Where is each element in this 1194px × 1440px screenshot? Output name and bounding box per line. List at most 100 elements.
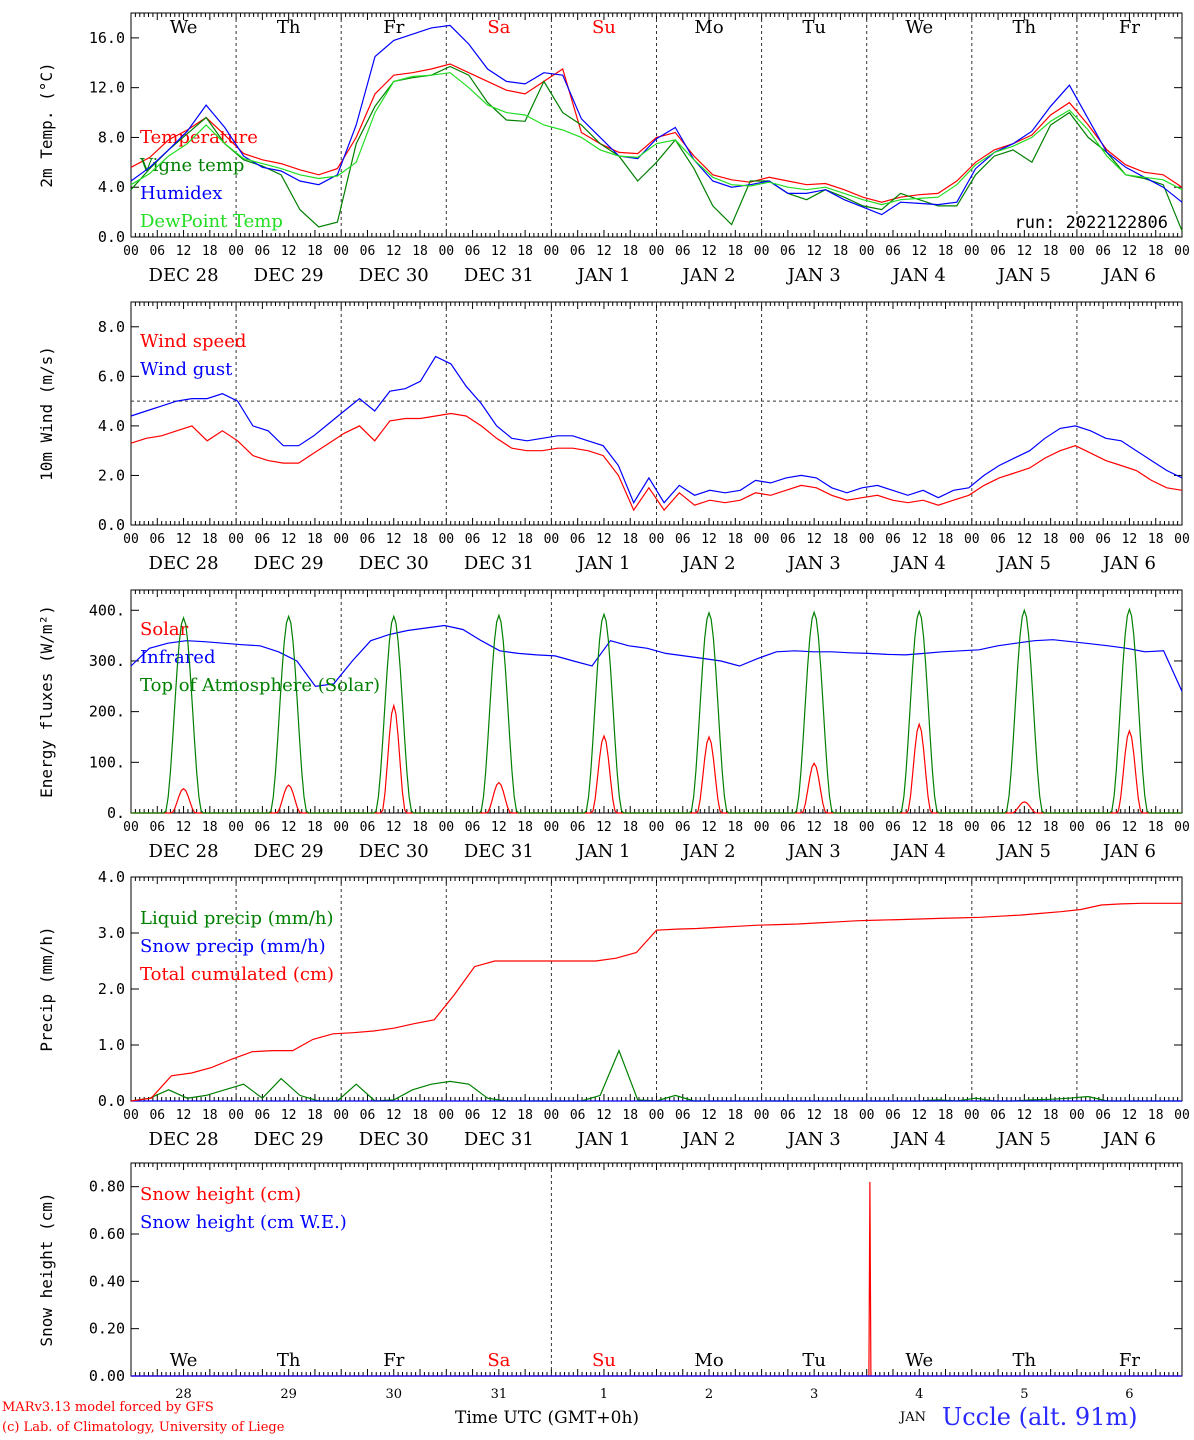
hour-tick-label: 18 <box>833 244 849 259</box>
y-tick-label: 0.60 <box>89 1225 125 1243</box>
weekday-label: Fr <box>1119 17 1140 38</box>
legend-entry: Wind speed <box>140 331 246 352</box>
hour-tick-label: 12 <box>1017 532 1033 547</box>
hour-tick-label: 00 <box>123 244 139 259</box>
hour-tick-label: 00 <box>754 244 770 259</box>
x-axis-label: Time UTC (GMT+0h) <box>455 1408 640 1428</box>
date-label: DEC 30 <box>359 841 429 862</box>
date-label: JAN 4 <box>891 1129 946 1150</box>
date-label: DEC 28 <box>149 841 219 862</box>
date-label: JAN 6 <box>1101 1129 1156 1150</box>
weekday-label: Fr <box>383 1350 404 1371</box>
hour-tick-label: 00 <box>1069 532 1085 547</box>
hour-tick-label: 06 <box>990 1108 1006 1123</box>
hour-tick-label: 12 <box>491 1108 507 1123</box>
legend-entry: Humidex <box>140 183 222 204</box>
hour-tick-label: 12 <box>386 244 402 259</box>
hour-tick-label: 00 <box>649 820 665 835</box>
date-label: DEC 28 <box>149 1129 219 1150</box>
date-label: JAN 6 <box>1101 265 1156 286</box>
weekday-label: We <box>905 1350 933 1371</box>
hour-tick-label: 12 <box>1122 1108 1138 1123</box>
date-label: JAN 5 <box>996 265 1051 286</box>
day-number-label: 29 <box>280 1387 297 1402</box>
legend-entry: Temperature <box>140 127 258 148</box>
y-tick-label: 0.40 <box>89 1272 125 1290</box>
date-label: JAN 1 <box>575 553 630 574</box>
date-label: JAN 4 <box>891 553 946 574</box>
date-label: JAN 2 <box>680 553 735 574</box>
weekday-label: Th <box>1013 1350 1037 1371</box>
weekday-label: Sa <box>487 17 510 38</box>
weekday-label: We <box>905 17 933 38</box>
hour-tick-label: 12 <box>1122 244 1138 259</box>
hour-tick-label: 12 <box>596 1108 612 1123</box>
hour-tick-label: 06 <box>465 1108 481 1123</box>
hour-tick-label: 00 <box>649 532 665 547</box>
hour-tick-label: 06 <box>570 1108 586 1123</box>
hour-tick-label: 12 <box>911 244 927 259</box>
hour-tick-label: 06 <box>780 1108 796 1123</box>
hour-tick-label: 12 <box>281 532 297 547</box>
weekday-label: Th <box>277 17 301 38</box>
hour-tick-label: 12 <box>386 820 402 835</box>
date-label: JAN 5 <box>996 553 1051 574</box>
legend-entry: Snow height (cm W.E.) <box>140 1212 347 1233</box>
hour-tick-label: 12 <box>806 244 822 259</box>
hour-tick-label: 12 <box>176 244 192 259</box>
hour-tick-label: 18 <box>622 1108 638 1123</box>
hour-tick-label: 18 <box>833 820 849 835</box>
date-label: DEC 29 <box>254 553 324 574</box>
hour-tick-label: 18 <box>1043 1108 1059 1123</box>
hour-tick-label: 00 <box>333 532 349 547</box>
series-line-temperature <box>130 63 1183 203</box>
lab-credit: (c) Lab. of Climatology, University of L… <box>2 1420 285 1435</box>
hour-tick-label: 12 <box>176 1108 192 1123</box>
y-tick-label: 0.0 <box>98 516 125 534</box>
hour-tick-label: 18 <box>622 820 638 835</box>
hour-tick-label: 06 <box>465 244 481 259</box>
hour-tick-label: 06 <box>255 532 271 547</box>
day-number-label: 3 <box>810 1387 818 1402</box>
plot-frame <box>130 589 1183 814</box>
hour-tick-label: 06 <box>149 532 165 547</box>
weekday-label: Tu <box>802 17 826 38</box>
plot-frame <box>130 301 1183 526</box>
hour-tick-label: 00 <box>1174 1108 1190 1123</box>
hour-tick-label: 18 <box>727 532 743 547</box>
run-annotation: run: 2022122806 <box>1014 213 1168 233</box>
date-label: JAN 5 <box>996 841 1051 862</box>
series-line-top-of-atmosphere-solar- <box>131 607 1182 814</box>
y-tick-label: 16.0 <box>89 29 125 47</box>
hour-tick-label: 06 <box>990 244 1006 259</box>
chart-panel-4: 0.0 1.0 2.0 3.0 4.0 Precip (mm/h) Liquid preci… <box>37 868 1190 1150</box>
y-axis-label: 2m Temp. (°C) <box>37 62 56 187</box>
weekday-label: We <box>170 1350 198 1371</box>
hour-tick-label: 06 <box>1095 244 1111 259</box>
hour-tick-label: 18 <box>202 820 218 835</box>
hour-tick-label: 06 <box>255 1108 271 1123</box>
hour-tick-label: 18 <box>412 532 428 547</box>
date-label: JAN 5 <box>996 1129 1051 1150</box>
hour-tick-label: 12 <box>1017 820 1033 835</box>
hour-tick-label: 06 <box>255 820 271 835</box>
hour-tick-label: 12 <box>701 820 717 835</box>
y-tick-label: 4.0 <box>98 417 125 435</box>
weekday-label: Sa <box>487 1350 510 1371</box>
y-tick-label: 3.0 <box>98 924 125 942</box>
hour-tick-label: 06 <box>570 532 586 547</box>
hour-tick-label: 18 <box>1148 244 1164 259</box>
date-label: JAN 3 <box>786 841 841 862</box>
hour-tick-label: 06 <box>149 1108 165 1123</box>
hour-tick-label: 00 <box>438 532 454 547</box>
y-tick-label: 2.0 <box>98 466 125 484</box>
hour-tick-label: 18 <box>307 820 323 835</box>
hour-tick-label: 18 <box>307 532 323 547</box>
hour-tick-label: 00 <box>544 244 560 259</box>
hour-tick-label: 18 <box>307 244 323 259</box>
series-line-infrared <box>130 624 1183 692</box>
hour-tick-label: 12 <box>596 244 612 259</box>
date-label: DEC 29 <box>254 265 324 286</box>
hour-tick-label: 00 <box>754 532 770 547</box>
hour-tick-label: 00 <box>228 1108 244 1123</box>
